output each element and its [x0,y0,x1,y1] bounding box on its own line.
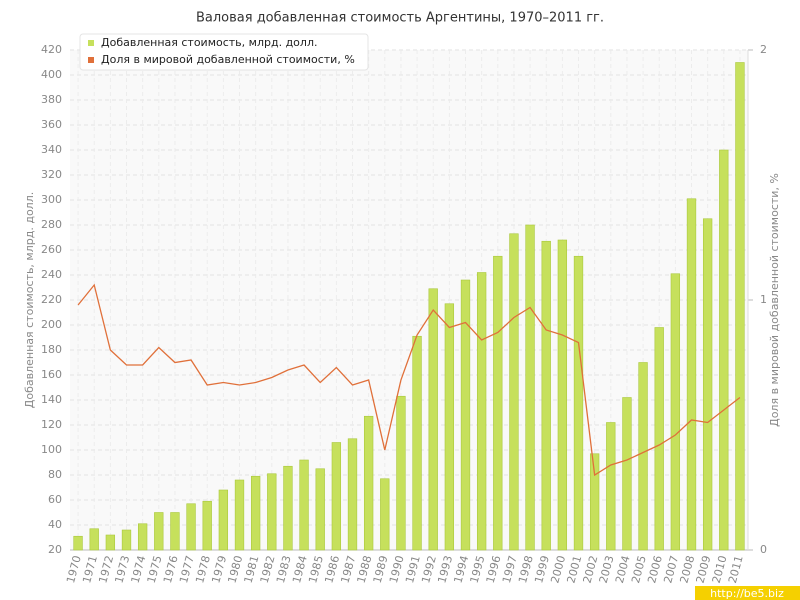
bar [702,218,713,551]
bar [670,273,681,551]
y2-axis-label: Доля в мировой добавленной стоимости, % [768,173,781,427]
bar [267,473,277,551]
y-tick-label: 40 [48,518,62,531]
bar [412,335,422,551]
bar [460,279,471,551]
bar [686,198,697,551]
y-tick-label: 180 [41,343,62,356]
y-tick-label: 80 [48,468,62,481]
bar [380,478,390,551]
y-tick-label: 240 [41,268,62,281]
watermark-bg [695,586,800,600]
bar [589,453,600,551]
y-tick-label: 420 [41,43,62,56]
line [77,283,741,477]
bar [557,239,568,551]
y-tick-label: 340 [41,143,62,156]
legend-swatch [88,40,94,46]
bar [73,535,83,551]
bar [283,465,293,551]
y-tick-label: 300 [41,193,62,206]
y-tick-label: 140 [41,393,62,406]
bar [218,489,229,551]
bar [186,503,196,551]
chart-title: Валовая добавленная стоимость Аргентины,… [196,11,604,26]
watermark: http://be5.biz [710,587,784,600]
y2-tick-label: 1 [760,293,767,306]
bar [347,438,358,551]
bar [735,62,745,551]
bar [719,149,729,551]
y2-tick-label: 0 [760,543,767,556]
bar [202,500,212,551]
y-tick-label: 260 [41,243,62,256]
bar [573,255,584,551]
y-axis-label: Добавленная стоимость, млрд. долл. [23,192,36,408]
y-tick-label: 200 [41,318,62,331]
y-tick-label: 280 [41,218,62,231]
bar [654,327,664,551]
bar [638,362,648,551]
bar [541,240,551,551]
y-tick-label: 20 [48,543,62,556]
bar [315,468,325,551]
bar [428,288,438,551]
y-tick-label: 380 [41,93,62,106]
bar [606,422,616,551]
bar [444,303,455,551]
bar [154,512,164,551]
bar [509,233,519,551]
y-tick-label: 360 [41,118,62,131]
bar [331,442,342,551]
y2-tick-label: 2 [760,43,767,56]
y-tick-label: 60 [48,493,62,506]
bar [170,512,180,551]
bar [234,479,245,551]
bar [299,459,309,551]
bar [396,395,406,551]
bar [525,224,535,551]
y-tick-label: 100 [41,443,62,456]
bar [622,397,632,551]
bar [363,415,374,551]
legend-swatch [88,57,94,63]
bar [105,534,116,551]
y-tick-label: 400 [41,68,62,81]
bar [250,475,261,551]
legend-label: Добавленная стоимость, млрд. долл. [101,36,317,49]
bar [89,528,99,551]
legend-label: Доля в мировой добавленной стоимости, % [101,53,355,66]
bar [493,255,503,551]
y-tick-label: 320 [41,168,62,181]
legend-box [79,33,369,71]
y-tick-label: 160 [41,368,62,381]
bar [476,272,487,551]
bar [121,529,132,551]
bar [137,523,148,551]
y-tick-label: 120 [41,418,62,431]
y-tick-label: 220 [41,293,62,306]
